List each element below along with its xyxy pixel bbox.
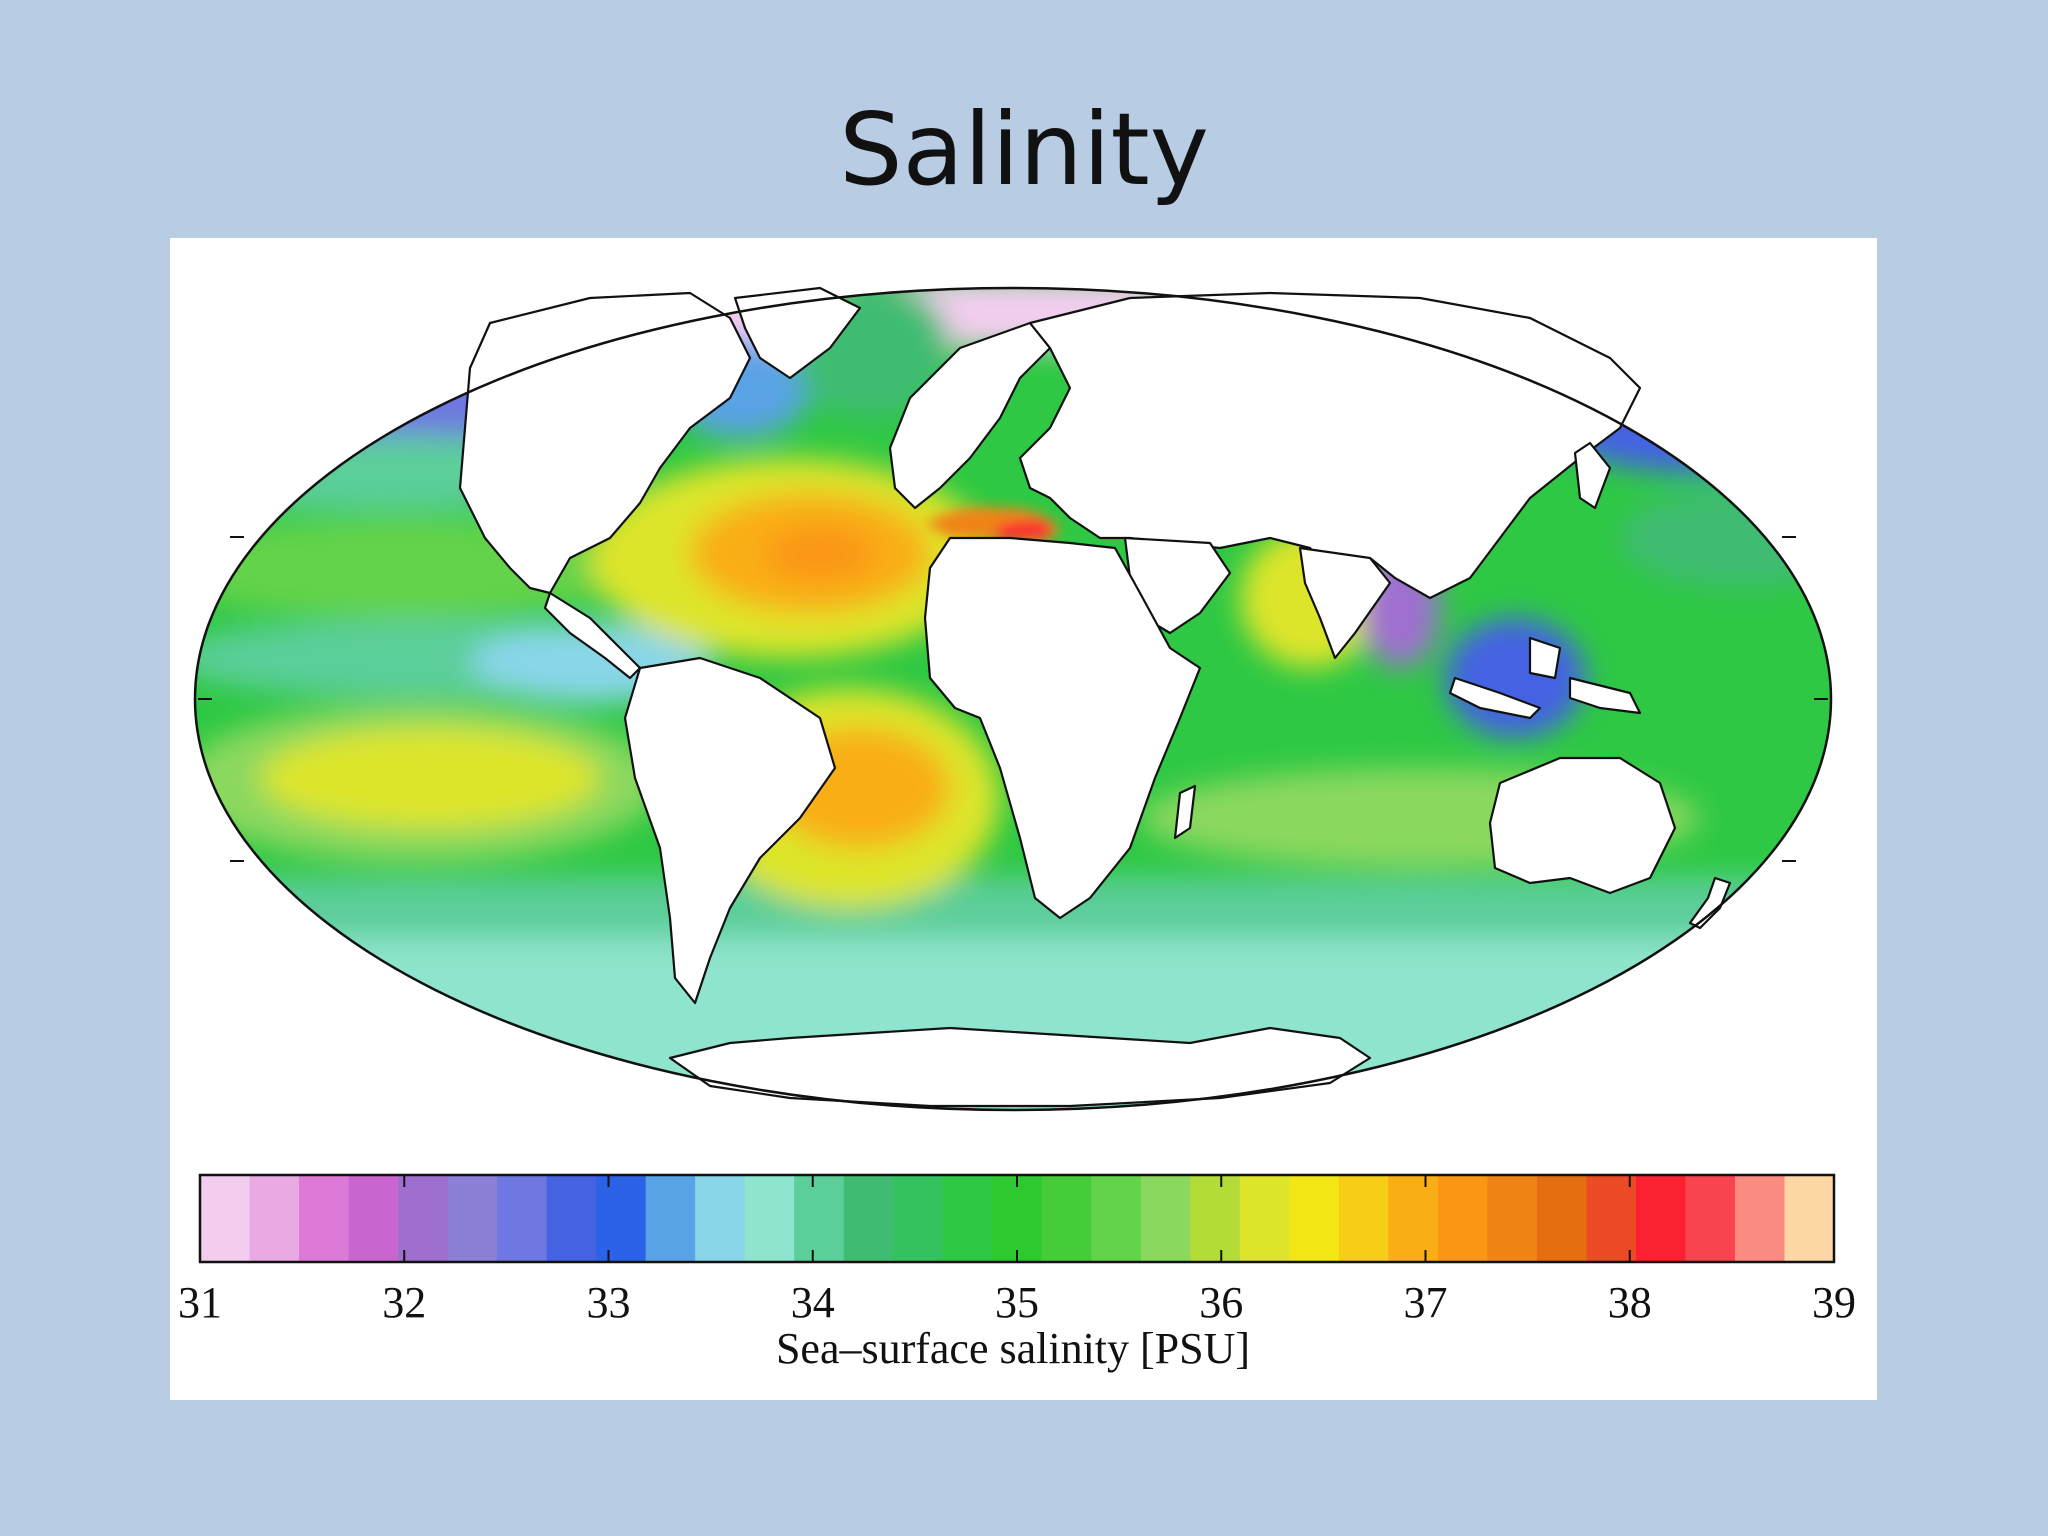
colorbar-tick-label: 38 — [1608, 1278, 1652, 1327]
colorbar-swatch — [1140, 1175, 1191, 1262]
madagascar — [1173, 784, 1197, 840]
colorbar-swatch — [596, 1175, 647, 1262]
colorbar-swatch — [1041, 1175, 1092, 1262]
colorbar-tick-label: 35 — [995, 1278, 1039, 1327]
indonesia — [1448, 676, 1542, 720]
japan — [1573, 441, 1612, 510]
europe — [888, 321, 1052, 510]
south-america — [623, 656, 837, 1005]
colorbar-swatch — [1338, 1175, 1389, 1262]
colorbar-swatch — [645, 1175, 696, 1262]
slide-title: Salinity — [839, 91, 1209, 208]
colorbar-swatch — [447, 1175, 498, 1262]
colorbar-swatch — [299, 1175, 350, 1262]
colorbar-swatch — [1437, 1175, 1488, 1262]
colorbar-swatch — [1091, 1175, 1142, 1262]
western-pacific-region — [1445, 618, 1585, 738]
map-boundary — [193, 286, 1833, 1112]
colorbar-swatch — [249, 1175, 300, 1262]
colorbar-tick-label: 32 — [382, 1278, 426, 1327]
colorbar-tick-label: 39 — [1812, 1278, 1856, 1327]
salinity-map-svg: 31 32 33 34 35 36 37 38 39 Sea–surface salinity … — [178, 286, 1856, 1373]
colorbar-swatch — [1685, 1175, 1736, 1262]
north-america — [458, 291, 752, 595]
south-pacific-gyre-region — [260, 728, 600, 828]
colorbar-swatch — [1586, 1175, 1637, 1262]
colorbar-swatch — [1734, 1175, 1785, 1262]
new-zealand — [1688, 876, 1732, 930]
colorbar-tick-label: 37 — [1404, 1278, 1448, 1327]
colorbar-swatch — [942, 1175, 993, 1262]
colorbar-tick-label: 34 — [791, 1278, 835, 1327]
central-america — [543, 591, 642, 680]
colorbar-swatch — [893, 1175, 944, 1262]
colorbar-swatch — [1487, 1175, 1538, 1262]
colorbar-swatch — [546, 1175, 597, 1262]
greenland — [733, 286, 862, 380]
colorbar-tick-label: 31 — [178, 1278, 222, 1327]
colorbar-swatch — [843, 1175, 894, 1262]
australia — [1488, 756, 1677, 895]
india — [1298, 546, 1392, 660]
colorbar-label: Sea–surface salinity [PSU] — [776, 1324, 1250, 1373]
colorbar-swatch — [1190, 1175, 1241, 1262]
colorbar-swatch — [1536, 1175, 1587, 1262]
colorbar-swatch — [992, 1175, 1043, 1262]
colorbar-swatch — [1388, 1175, 1439, 1262]
colorbar-swatch — [1239, 1175, 1290, 1262]
colorbar-swatch — [398, 1175, 449, 1262]
colorbar-swatch — [695, 1175, 746, 1262]
colorbar-swatch — [1635, 1175, 1686, 1262]
colorbar-tick-label: 33 — [587, 1278, 631, 1327]
colorbar-swatch — [744, 1175, 795, 1262]
salinity-figure: 31 32 33 34 35 36 37 38 39 Sea–surface salinity … — [170, 238, 1877, 1400]
colorbar-swatch — [497, 1175, 548, 1262]
colorbar-swatch — [1784, 1175, 1835, 1262]
colorbar: 31 32 33 34 35 36 37 38 39 — [178, 1173, 1856, 1327]
latitude-ticks — [198, 536, 1828, 862]
africa — [923, 536, 1202, 920]
continents — [458, 286, 1732, 1108]
colorbar-tick-label: 36 — [1199, 1278, 1243, 1327]
colorbar-swatch — [348, 1175, 399, 1262]
colorbar-swatch — [794, 1175, 845, 1262]
colorbar-swatch — [200, 1175, 251, 1262]
colorbar-swatch — [1289, 1175, 1340, 1262]
antarctica — [668, 1026, 1372, 1108]
